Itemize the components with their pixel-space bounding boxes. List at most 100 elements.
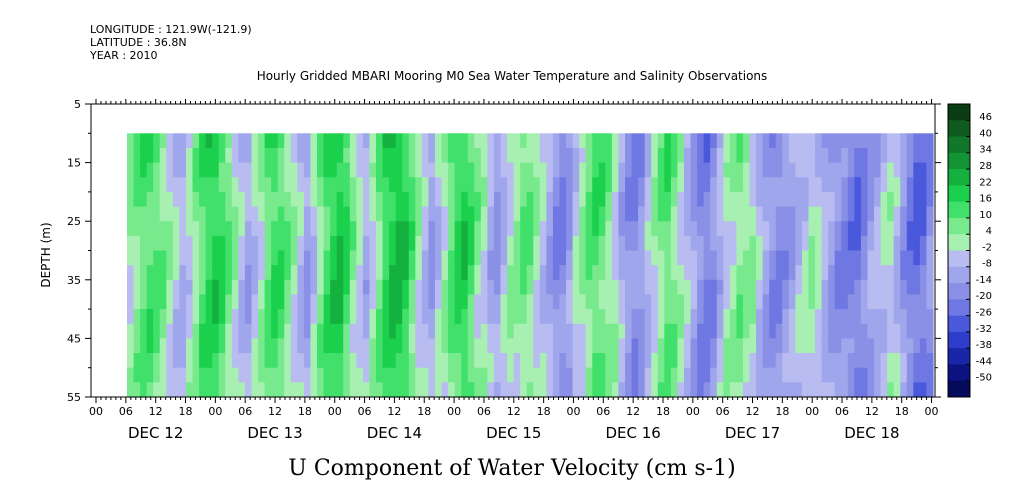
heatmap-cell xyxy=(926,382,934,398)
heatmap-cell xyxy=(670,367,679,383)
heatmap-cell xyxy=(611,323,620,339)
heatmap-cell xyxy=(559,235,567,252)
heatmap-cell xyxy=(710,162,718,178)
heatmap-cell xyxy=(762,133,770,149)
heatmap-cell xyxy=(710,382,718,398)
heatmap-cell xyxy=(788,382,796,398)
heatmap-cell xyxy=(592,265,600,281)
heatmap-cell xyxy=(723,353,731,369)
heatmap-cell xyxy=(670,147,679,164)
heatmap-cell xyxy=(382,279,390,296)
heatmap-cell xyxy=(389,265,397,281)
heatmap-cell xyxy=(303,279,312,296)
x-tick-label: 12 xyxy=(268,405,282,418)
heatmap-cell xyxy=(723,279,731,296)
heatmap-cell xyxy=(585,206,593,222)
heatmap-cell xyxy=(434,382,443,398)
heatmap-cell xyxy=(513,279,521,296)
heatmap-cell xyxy=(238,177,246,193)
heatmap-cell xyxy=(860,250,869,266)
heatmap-cell xyxy=(533,147,541,164)
heatmap-cell xyxy=(913,250,921,266)
heatmap-cell xyxy=(756,191,764,208)
heatmap-cell xyxy=(421,353,430,369)
heatmap-cell xyxy=(579,133,587,149)
heatmap-cell xyxy=(867,162,875,178)
heatmap-cell xyxy=(323,294,331,310)
heatmap-cell xyxy=(179,162,187,178)
heatmap-cell xyxy=(205,221,213,237)
heatmap-cell xyxy=(638,353,646,369)
heatmap-cell xyxy=(205,206,213,222)
heatmap-cell xyxy=(500,265,508,281)
heatmap-cell xyxy=(146,367,154,383)
heatmap-cell xyxy=(467,162,475,178)
heatmap-cell xyxy=(474,250,482,266)
heatmap-cell xyxy=(598,279,606,296)
heatmap-cell xyxy=(454,162,462,178)
heatmap-cell xyxy=(579,250,587,266)
heatmap-cell xyxy=(212,367,220,383)
heatmap-cell xyxy=(225,206,233,222)
heatmap-cell xyxy=(284,235,292,252)
heatmap-cell xyxy=(140,177,148,193)
heatmap-cell xyxy=(513,221,521,237)
heatmap-cell xyxy=(369,367,377,383)
heatmap-cell xyxy=(487,147,495,164)
heatmap-cell xyxy=(834,309,842,325)
heatmap-cell xyxy=(874,323,882,339)
heatmap-cell xyxy=(185,279,194,296)
heatmap-cell xyxy=(238,147,246,164)
heatmap-cell xyxy=(402,221,410,237)
heatmap-cell xyxy=(480,177,488,193)
heatmap-cell xyxy=(572,382,580,398)
heatmap-cell xyxy=(690,309,698,325)
heatmap-cell xyxy=(395,367,403,383)
heatmap-cell xyxy=(526,323,534,339)
heatmap-cell xyxy=(428,294,436,310)
heatmap-cell xyxy=(310,367,318,383)
heatmap-cell xyxy=(664,191,672,208)
heatmap-cell xyxy=(592,367,600,383)
heatmap-cell xyxy=(343,382,351,398)
heatmap-cell xyxy=(559,177,567,193)
x-day-label: DEC 12 xyxy=(128,424,183,442)
colorbar-label: -8 xyxy=(982,259,992,270)
heatmap-cell xyxy=(251,265,259,281)
heatmap-cell xyxy=(336,279,344,296)
x-tick-label: 18 xyxy=(179,405,193,418)
heatmap-cell xyxy=(546,133,554,149)
heatmap-cell xyxy=(874,294,882,310)
heatmap-cell xyxy=(231,206,239,222)
x-tick-label: 06 xyxy=(358,405,372,418)
heatmap-cell xyxy=(258,338,266,354)
heatmap-cell xyxy=(801,133,810,149)
heatmap-cell xyxy=(611,206,620,222)
heatmap-cell xyxy=(369,206,377,222)
heatmap-cell xyxy=(677,206,685,222)
heatmap-cell xyxy=(389,279,397,296)
heatmap-cell xyxy=(225,294,233,310)
heatmap-cell xyxy=(166,353,174,369)
heatmap-cell xyxy=(815,177,823,193)
heatmap-cell xyxy=(244,235,253,252)
heatmap-cell xyxy=(788,147,796,164)
heatmap-cell xyxy=(847,147,855,164)
heatmap-cell xyxy=(323,206,331,222)
heatmap-cell xyxy=(546,206,554,222)
heatmap-cell xyxy=(284,367,292,383)
heatmap-cell xyxy=(428,162,436,178)
heatmap-cell xyxy=(618,133,626,149)
heatmap-cell xyxy=(795,309,803,325)
heatmap-cell xyxy=(651,338,659,354)
heatmap-cell xyxy=(500,147,508,164)
heatmap-cell xyxy=(893,309,901,325)
heatmap-cell xyxy=(736,147,744,164)
y-tick-label: 15 xyxy=(67,157,81,170)
heatmap-cell xyxy=(487,294,495,310)
heatmap-cell xyxy=(133,294,141,310)
heatmap-cell xyxy=(821,382,829,398)
heatmap-cell xyxy=(841,309,849,325)
heatmap-cell xyxy=(225,221,233,237)
heatmap-cell xyxy=(179,265,187,281)
